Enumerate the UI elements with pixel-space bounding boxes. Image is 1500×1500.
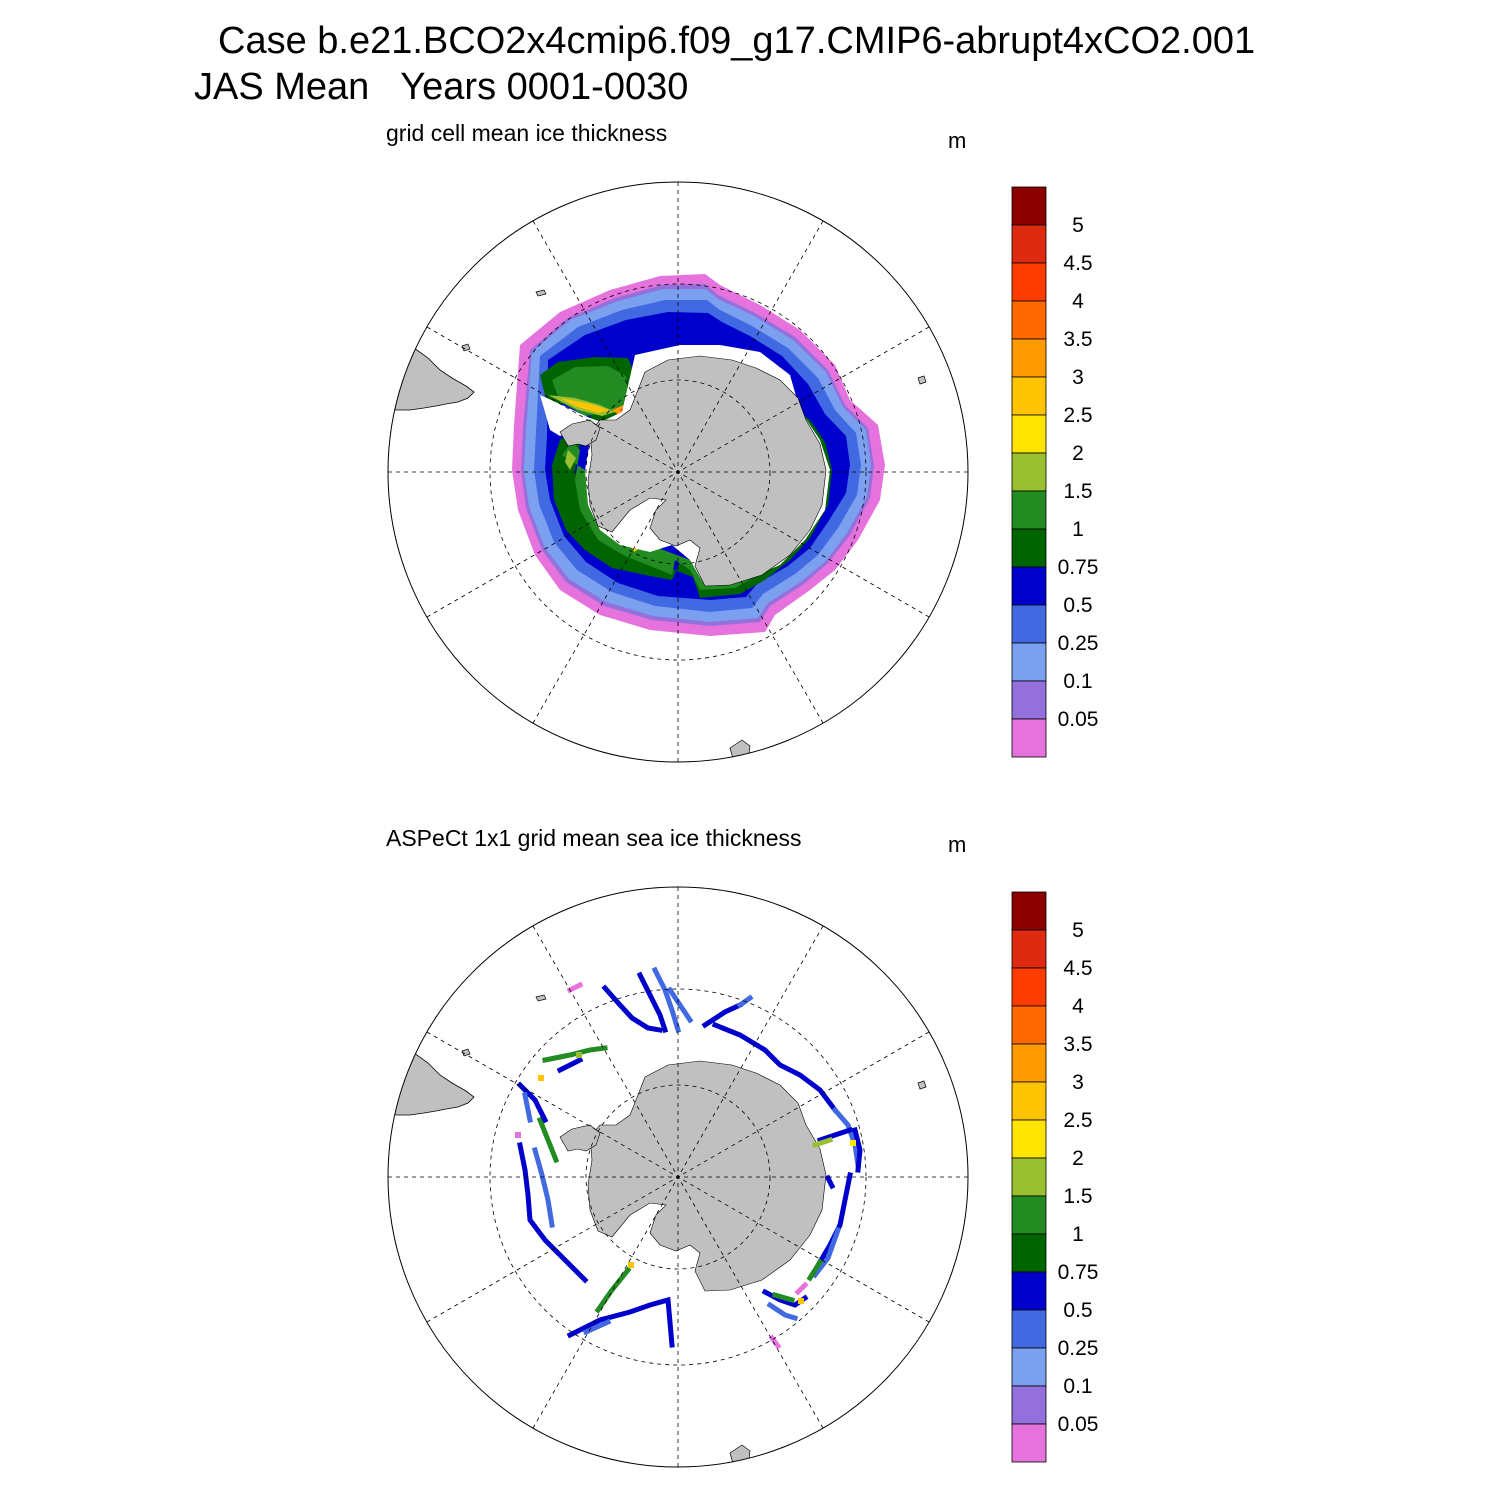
colorbar-swatch — [1011, 1271, 1047, 1311]
colorbar-tick-label: 1 — [1072, 518, 1084, 541]
landmass-south-georgia — [535, 994, 547, 1002]
colorbar-tick-label: 3 — [1072, 366, 1084, 389]
ice-band-2 — [548, 395, 615, 470]
colorbar-tick-label: 0.1 — [1063, 670, 1092, 693]
colorbar-swatch — [1011, 1157, 1047, 1197]
colorbar-tick-label: 0.5 — [1063, 1299, 1092, 1322]
landmass-falklands — [461, 343, 471, 352]
colorbar-tick-label: 0.05 — [1058, 708, 1099, 731]
unit-label-model: m — [948, 128, 967, 153]
colorbar-tick-label: 5 — [1072, 919, 1084, 942]
colorbar-tick-label: 0.05 — [1058, 1413, 1099, 1436]
ship-tracks — [516, 966, 863, 1350]
colorbar-tick-label: 0.1 — [1063, 1375, 1092, 1398]
landmass-antarctica — [587, 355, 827, 587]
ship-track-highlights — [515, 1052, 856, 1304]
colorbar-swatch — [1011, 1347, 1047, 1387]
colorbar-tick-label: 1 — [1072, 1223, 1084, 1246]
graticule — [388, 182, 968, 762]
colorbar-swatch — [1011, 224, 1047, 264]
unit-label-obs: m — [948, 832, 967, 857]
colorbar-swatch — [1011, 338, 1047, 378]
colorbar-tick-label: 1.5 — [1063, 480, 1092, 503]
colorbar-tick-label: 4 — [1072, 995, 1084, 1018]
colorbar-swatch — [1011, 1195, 1047, 1235]
colorbar-swatch — [1011, 262, 1047, 302]
figure-title-line-2: JAS Mean Years 0001-0030 — [194, 66, 689, 108]
colorbar-swatch — [1011, 1081, 1047, 1121]
map-panel-model — [387, 181, 969, 763]
colorbar-obs: 5 4.5 4 3.5 3 2.5 2 1.5 1 0.75 0.5 0.25 0.1 0.05 — [1011, 891, 1099, 1463]
colorbar-tick-label: 0.25 — [1058, 1337, 1099, 1360]
colorbar-tick-label: 4.5 — [1063, 957, 1092, 980]
landmass-south-georgia — [535, 289, 547, 297]
colorbar-tick-label: 3.5 — [1063, 328, 1092, 351]
colorbar-swatch — [1011, 718, 1047, 758]
colorbar-tick-label: 5 — [1072, 214, 1084, 237]
colorbar-tick-label: 3 — [1072, 1071, 1084, 1094]
colorbar-swatch — [1011, 1309, 1047, 1349]
colorbar-swatch — [1011, 1423, 1047, 1463]
colorbar-tick-label: 4 — [1072, 290, 1084, 313]
colorbar-swatch — [1011, 891, 1047, 931]
colorbar-tick-label: 0.5 — [1063, 594, 1092, 617]
colorbar-swatch — [1011, 300, 1047, 340]
colorbar-tick-label: 0.75 — [1058, 556, 1099, 579]
colorbar-tick-label: 2 — [1072, 442, 1084, 465]
figure-title-line-1: Case b.e21.BCO2x4cmip6.f09_g17.CMIP6-abr… — [218, 20, 1256, 62]
colorbar-swatch — [1011, 1119, 1047, 1159]
landmass-antarctica — [587, 1060, 827, 1292]
landmass-kerguelen — [917, 1080, 927, 1090]
colorbar-swatch — [1011, 490, 1047, 530]
colorbar-swatch — [1011, 604, 1047, 644]
landmass-antarctic-peninsula — [559, 419, 601, 447]
colorbar-swatch — [1011, 1043, 1047, 1083]
colorbar-swatch — [1011, 1005, 1047, 1045]
colorbar-tick-label: 2.5 — [1063, 1109, 1092, 1132]
colorbar-tick-label: 2.5 — [1063, 404, 1092, 427]
colorbar-swatch — [1011, 452, 1047, 492]
colorbar-swatch — [1011, 642, 1047, 682]
colorbar-swatch — [1011, 680, 1047, 720]
graticule — [388, 887, 968, 1467]
colorbar-tick-label: 0.75 — [1058, 1261, 1099, 1284]
landmass-kerguelen — [917, 375, 927, 385]
colorbar-swatch — [1011, 929, 1047, 969]
colorbar-swatch — [1011, 566, 1047, 606]
map-panel-obs — [387, 886, 969, 1468]
panel-title-obs: ASPeCt 1x1 grid mean sea ice thickness — [386, 825, 802, 851]
colorbar-tick-label: 1.5 — [1063, 1185, 1092, 1208]
colorbar-model: 5 4.5 4 3.5 3 2.5 2 1.5 1 0.75 0.5 0.25 0.1 0.05 — [1011, 186, 1099, 758]
colorbar-tick-label: 0.25 — [1058, 632, 1099, 655]
panel-title-model: grid cell mean ice thickness — [386, 120, 668, 146]
colorbar-swatch — [1011, 376, 1047, 416]
colorbar-swatch — [1011, 186, 1047, 226]
colorbar-swatch — [1011, 528, 1047, 568]
colorbar-swatch — [1011, 967, 1047, 1007]
colorbar-tick-label: 2 — [1072, 1147, 1084, 1170]
landmass-antarctic-peninsula — [559, 1124, 601, 1152]
colorbar-swatch — [1011, 1233, 1047, 1273]
colorbar-swatch — [1011, 414, 1047, 454]
colorbar-swatch — [1011, 1385, 1047, 1425]
landmass-falklands — [461, 1048, 471, 1057]
colorbar-tick-label: 3.5 — [1063, 1033, 1092, 1056]
colorbar-tick-label: 4.5 — [1063, 252, 1092, 275]
